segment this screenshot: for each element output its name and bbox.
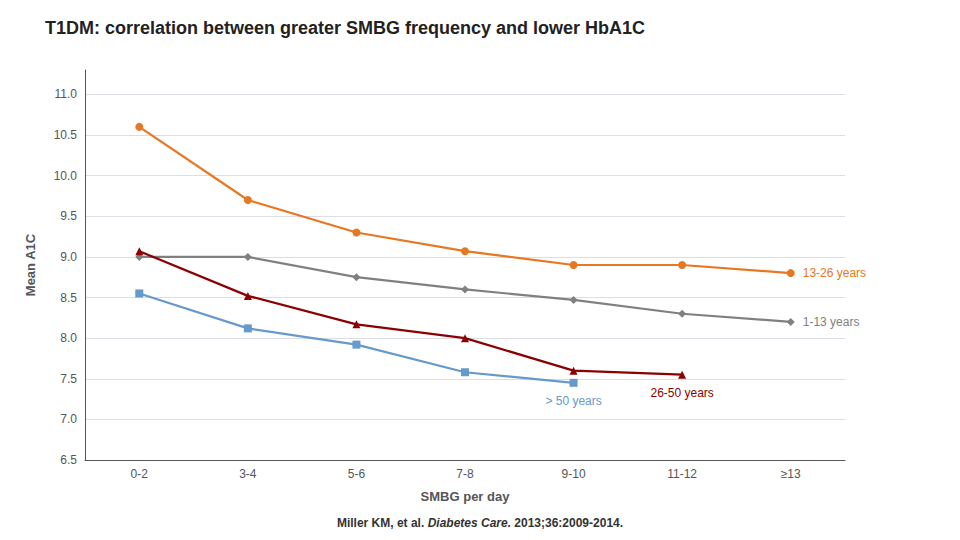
svg-text:13-26 years: 13-26 years xyxy=(803,266,866,280)
svg-text:≥13: ≥13 xyxy=(781,467,801,481)
svg-text:5-6: 5-6 xyxy=(348,467,366,481)
svg-text:9.5: 9.5 xyxy=(60,209,77,223)
svg-text:2013;36:2009-2014.: 2013;36:2009-2014. xyxy=(514,516,623,530)
svg-text:8.0: 8.0 xyxy=(60,331,77,345)
svg-text:9.0: 9.0 xyxy=(60,250,77,264)
svg-text:7-8: 7-8 xyxy=(456,467,474,481)
svg-text:SMBG per day: SMBG per day xyxy=(421,489,511,504)
svg-text:7.5: 7.5 xyxy=(60,372,77,386)
svg-text:10.0: 10.0 xyxy=(54,169,78,183)
svg-text:9-10: 9-10 xyxy=(562,467,586,481)
svg-text:T1DM: correlation between grea: T1DM: correlation between greater SMBG f… xyxy=(45,18,645,38)
svg-text:Mean A1C: Mean A1C xyxy=(23,233,38,296)
svg-text:11.0: 11.0 xyxy=(55,87,78,101)
svg-text:> 50 years: > 50 years xyxy=(545,394,601,408)
svg-text:6.5: 6.5 xyxy=(60,453,77,467)
svg-text:1-13 years: 1-13 years xyxy=(803,315,860,329)
svg-text:10.5: 10.5 xyxy=(54,128,78,142)
svg-text:7.0: 7.0 xyxy=(60,412,77,426)
svg-text:8.5: 8.5 xyxy=(60,291,77,305)
svg-text:26-50 years: 26-50 years xyxy=(650,386,713,400)
svg-text:Miller KM, et al.: Miller KM, et al. xyxy=(337,516,424,530)
svg-text:11-12: 11-12 xyxy=(667,467,697,481)
svg-text:0-2: 0-2 xyxy=(131,467,149,481)
svg-text:Diabetes Care.: Diabetes Care. xyxy=(428,516,511,530)
svg-text:3-4: 3-4 xyxy=(239,467,257,481)
